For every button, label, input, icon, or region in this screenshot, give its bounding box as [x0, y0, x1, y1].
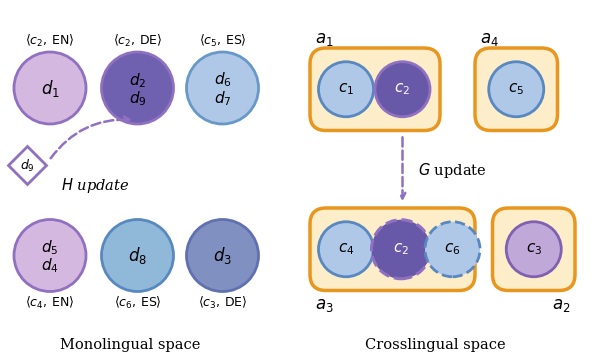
Text: $\langle c_3,\,\mathrm{DE}\rangle$: $\langle c_3,\,\mathrm{DE}\rangle$: [198, 294, 247, 310]
Text: Monolingual space: Monolingual space: [60, 339, 200, 353]
Ellipse shape: [319, 222, 373, 277]
Ellipse shape: [425, 222, 480, 277]
Text: $d_9$: $d_9$: [20, 158, 35, 174]
Text: $\langle c_2,\,\mathrm{DE}\rangle$: $\langle c_2,\,\mathrm{DE}\rangle$: [113, 33, 162, 49]
Text: $\langle c_4,\,\mathrm{EN}\rangle$: $\langle c_4,\,\mathrm{EN}\rangle$: [25, 294, 74, 310]
Text: $d_7$: $d_7$: [214, 89, 231, 108]
Text: $c_1$: $c_1$: [338, 81, 354, 97]
Text: $a_3$: $a_3$: [314, 297, 334, 314]
Text: Crosslingual space: Crosslingual space: [365, 339, 505, 353]
FancyBboxPatch shape: [493, 208, 575, 290]
Text: $d_2$: $d_2$: [129, 71, 146, 90]
Text: $c_2$: $c_2$: [394, 81, 410, 97]
Ellipse shape: [14, 219, 86, 291]
Ellipse shape: [101, 52, 173, 124]
Text: $a_4$: $a_4$: [479, 30, 499, 48]
Ellipse shape: [506, 222, 561, 277]
FancyBboxPatch shape: [475, 48, 557, 131]
Text: $a_1$: $a_1$: [315, 30, 333, 48]
Ellipse shape: [319, 62, 373, 117]
Text: $H$ update: $H$ update: [61, 176, 129, 195]
Text: $c_3$: $c_3$: [526, 241, 542, 257]
Text: $c_2$: $c_2$: [393, 241, 409, 257]
Text: $G$ update: $G$ update: [418, 161, 487, 180]
Text: $\langle c_6,\,\mathrm{ES}\rangle$: $\langle c_6,\,\mathrm{ES}\rangle$: [113, 294, 161, 310]
FancyBboxPatch shape: [310, 208, 475, 290]
Polygon shape: [8, 146, 47, 184]
Text: $d_1$: $d_1$: [41, 77, 59, 98]
Ellipse shape: [101, 219, 173, 291]
Text: $d_5$: $d_5$: [41, 238, 59, 257]
Text: $d_6$: $d_6$: [214, 71, 232, 90]
Text: $d_9$: $d_9$: [128, 90, 146, 108]
Text: $d_3$: $d_3$: [213, 245, 232, 266]
Text: $c_6$: $c_6$: [444, 241, 461, 257]
Ellipse shape: [14, 52, 86, 124]
Ellipse shape: [375, 62, 430, 117]
Ellipse shape: [187, 52, 259, 124]
Text: $d_4$: $d_4$: [41, 257, 59, 275]
FancyBboxPatch shape: [310, 48, 440, 131]
Text: $c_5$: $c_5$: [508, 81, 524, 97]
Ellipse shape: [187, 219, 259, 291]
Text: $c_4$: $c_4$: [338, 241, 354, 257]
Text: $\langle c_5,\,\mathrm{ES}\rangle$: $\langle c_5,\,\mathrm{ES}\rangle$: [199, 33, 247, 49]
Ellipse shape: [489, 62, 544, 117]
Ellipse shape: [371, 220, 431, 279]
Text: $\langle c_2,\,\mathrm{EN}\rangle$: $\langle c_2,\,\mathrm{EN}\rangle$: [25, 33, 74, 49]
Text: $a_2$: $a_2$: [552, 297, 570, 314]
Text: $d_8$: $d_8$: [128, 245, 147, 266]
